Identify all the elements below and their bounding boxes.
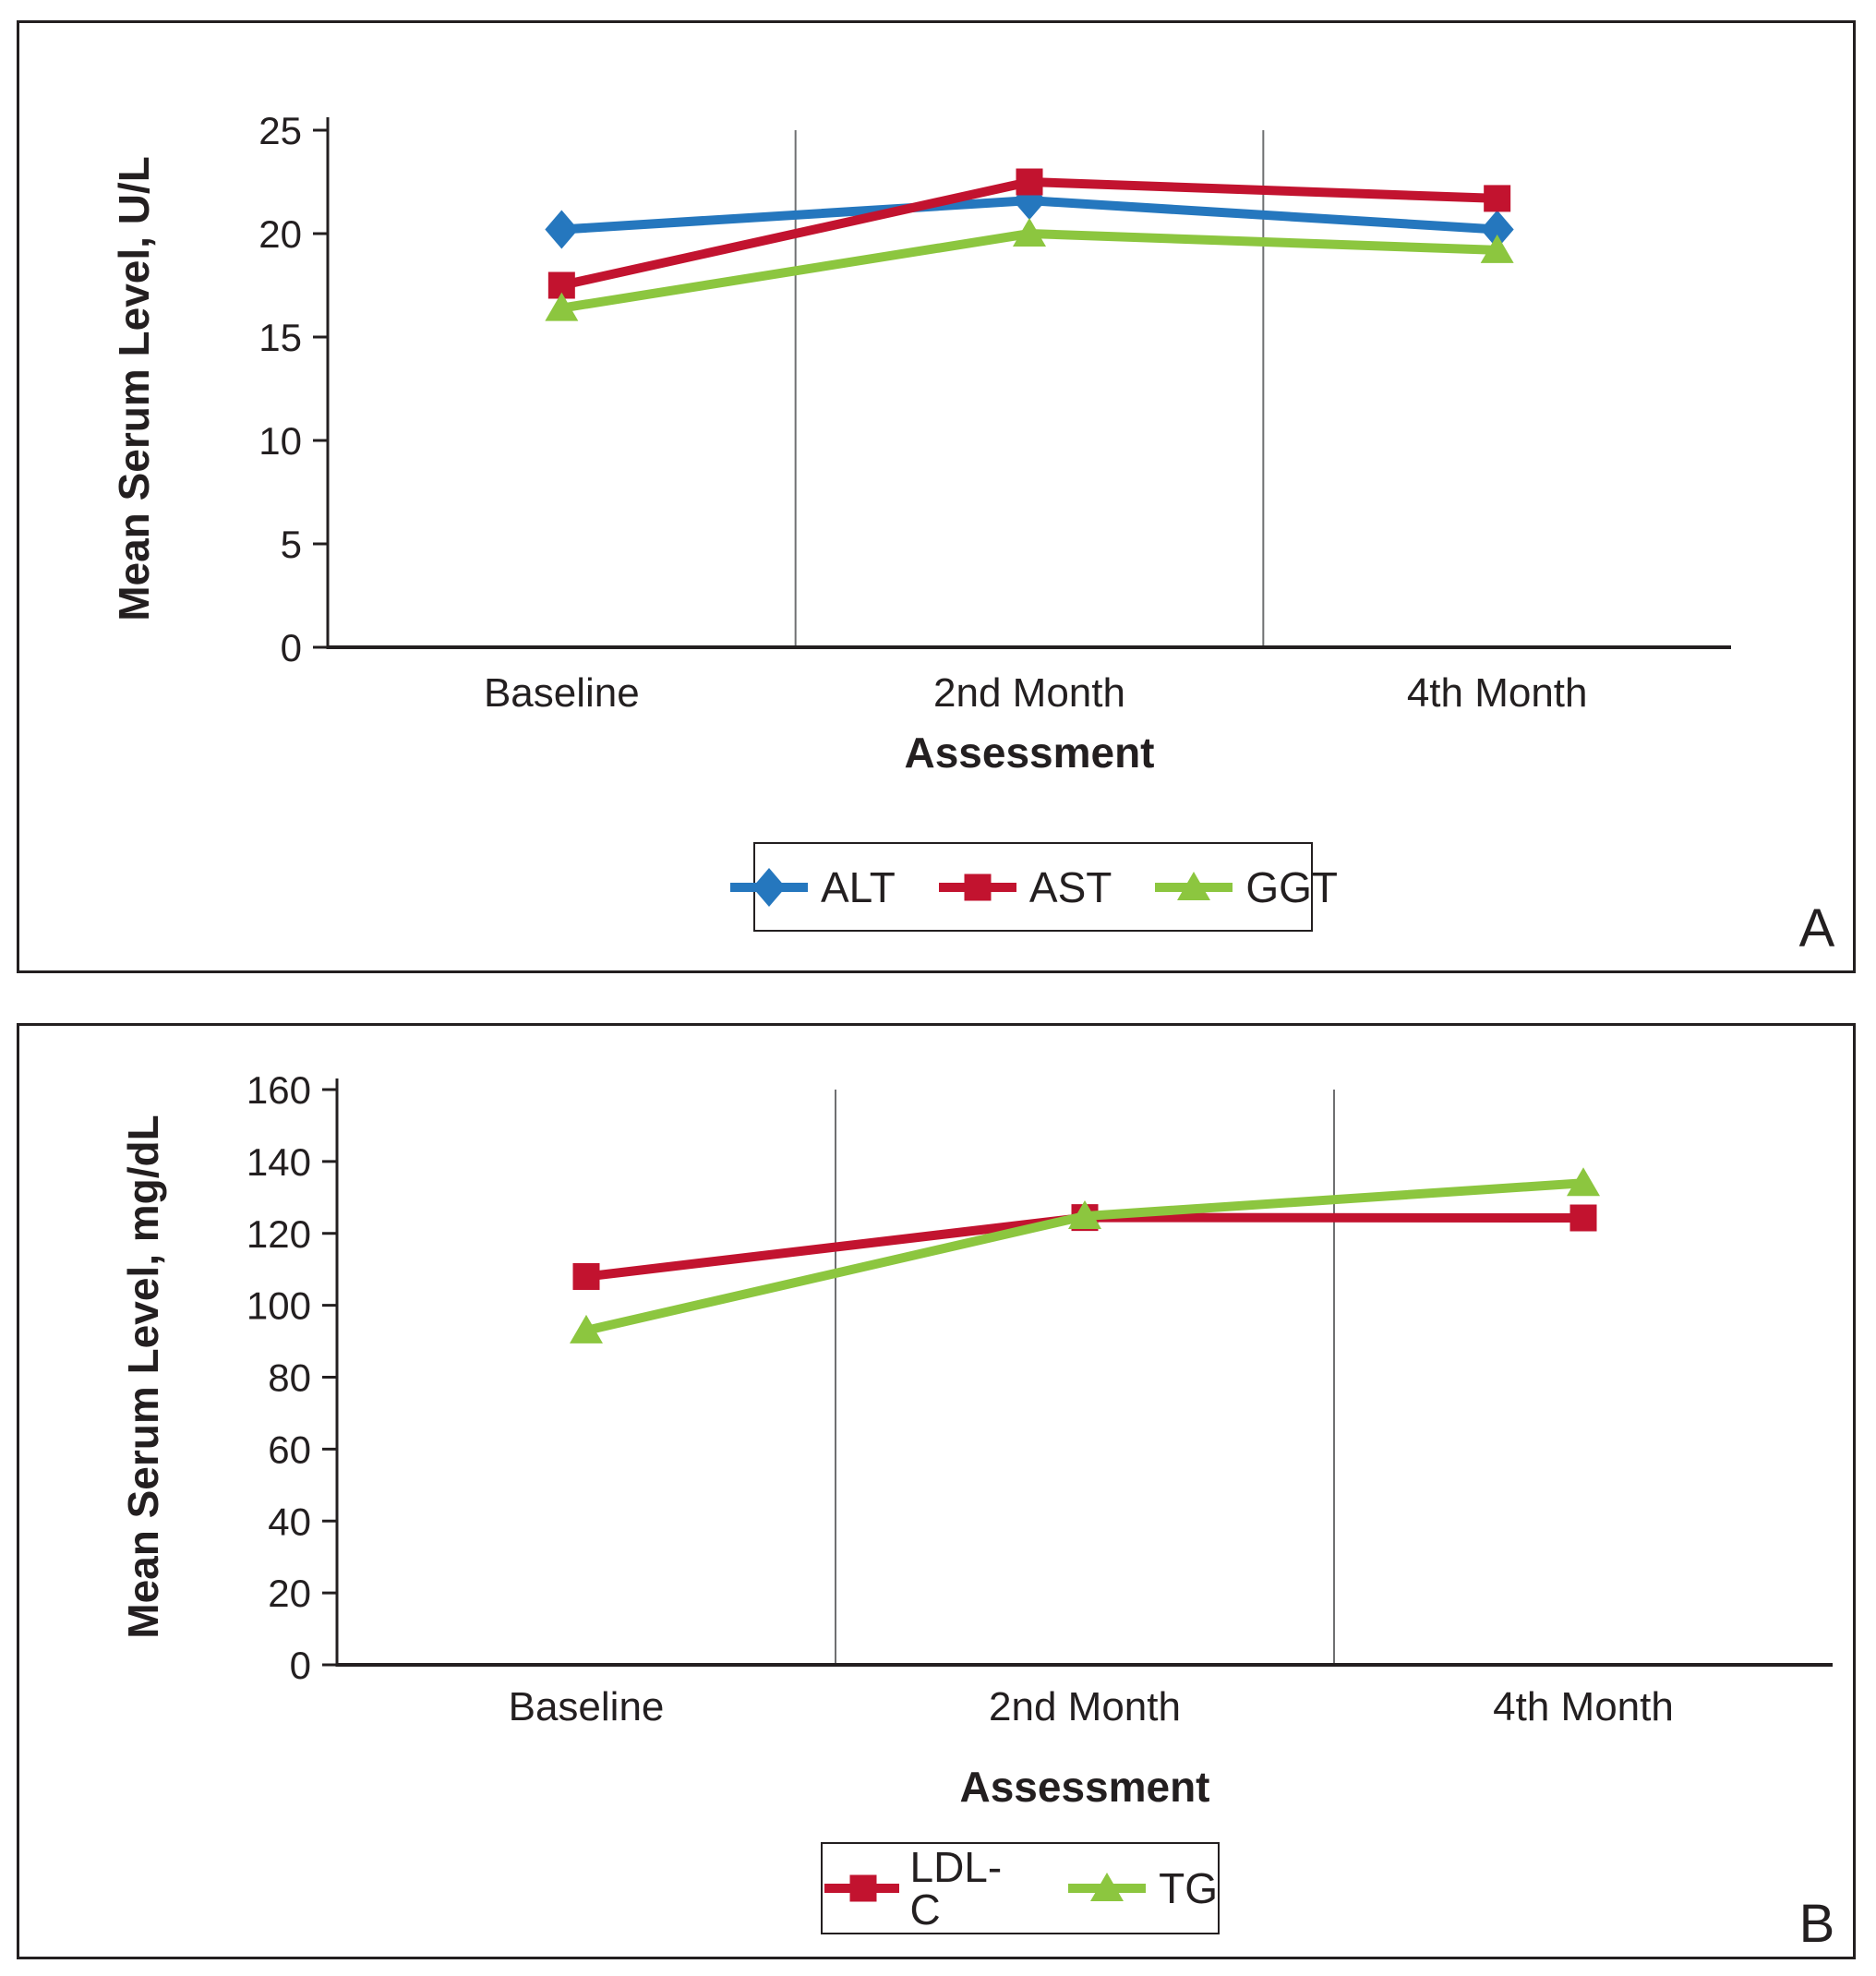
x-axis-title: Assessment	[904, 729, 1154, 777]
y-tick-label: 140	[247, 1140, 311, 1184]
panel-b: Mean Serum Level, mg/dL Assessment 0 20 40…	[17, 1023, 1856, 1959]
y-tick-label: 5	[281, 523, 302, 566]
legend-item-AST: AST	[937, 865, 1112, 910]
marker-TG-baseline	[570, 1314, 603, 1343]
legend-item-ALT: ALT	[728, 865, 896, 910]
x-tick-label-2nd-month: 2nd Month	[933, 670, 1125, 716]
chart-a-liver-enzymes: Mean Serum Level, U/L Assessment 0 5 10 15 2…	[110, 109, 1731, 777]
panel-label-a: A	[1798, 898, 1835, 958]
x-tick-label-baseline: Baseline	[509, 1684, 665, 1729]
marker-TG-2nd-month	[1068, 1200, 1101, 1230]
marker-AST-4th-month	[1484, 185, 1511, 212]
chart-b-lipids: Mean Serum Level, mg/dL Assessment 0 20 40…	[119, 1068, 1833, 1811]
marker-GGT-baseline	[545, 292, 579, 321]
y-tick-label: 15	[259, 316, 302, 359]
y-tick-label: 20	[259, 212, 302, 256]
panel-label-b: B	[1798, 1894, 1835, 1954]
legend-chart-a: ALT AST GGT	[729, 842, 1338, 932]
x-tick-label-2nd-month: 2nd Month	[989, 1684, 1181, 1729]
legend-label-LDL-C: LDL-C	[909, 1843, 1003, 1934]
legend-item-LDL-C: LDL-C	[823, 1846, 1025, 1931]
marker-AST-2nd-month	[1016, 168, 1043, 196]
y-tick-label: 120	[247, 1212, 311, 1256]
y-axis-title: Mean Serum Level, mg/dL	[119, 1115, 167, 1638]
legend-triangle-icon	[1177, 871, 1211, 900]
y-tick-label: 10	[259, 419, 302, 463]
legend-label-AST: AST	[1028, 862, 1112, 911]
legend-item-GGT: GGT	[1153, 865, 1338, 910]
legend-swatch-diamond-icon	[729, 867, 808, 907]
y-tick-label: 25	[259, 109, 302, 152]
y-tick-label: 160	[247, 1068, 311, 1112]
y-tick-label: 20	[268, 1572, 311, 1615]
panel-a: Mean Serum Level, U/L Assessment 0 5 10 15 2…	[17, 20, 1856, 973]
legend-item-TG: TG	[1066, 1866, 1218, 1910]
marker-GGT-4th-month	[1480, 234, 1514, 263]
y-tick-label: 0	[290, 1644, 311, 1687]
x-tick-label-baseline: Baseline	[484, 670, 640, 716]
x-axis-title: Assessment	[959, 1763, 1209, 1811]
legend-triangle-icon	[1090, 1873, 1124, 1901]
y-tick-label: 60	[268, 1428, 311, 1471]
y-tick-label: 40	[268, 1500, 311, 1543]
y-tick-label: 100	[247, 1284, 311, 1328]
legend-swatch-triangle-icon	[1155, 871, 1233, 900]
legend-label-GGT: GGT	[1245, 862, 1339, 911]
marker-ALT-4th-month	[1480, 210, 1514, 249]
legend-label-ALT: ALT	[820, 862, 896, 911]
legend-swatch-square-icon	[824, 1874, 899, 1902]
marker-LDL-C-baseline	[572, 1262, 600, 1290]
x-tick-label-4th-month: 4th Month	[1493, 1684, 1674, 1729]
legend-swatch-triangle-icon	[1068, 1873, 1147, 1901]
marker-TG-4th-month	[1567, 1167, 1600, 1197]
legend-square-icon	[964, 874, 992, 900]
y-tick-label: 80	[268, 1356, 311, 1400]
legend-chart-b: LDL-C TG	[821, 1842, 1220, 1934]
y-axis-title: Mean Serum Level, U/L	[110, 156, 158, 621]
marker-LDL-C-4th-month	[1569, 1204, 1597, 1232]
legend-label-TG: TG	[1159, 1864, 1218, 1912]
marker-GGT-2nd-month	[1013, 218, 1046, 247]
y-tick-label: 0	[281, 626, 302, 669]
marker-ALT-baseline	[545, 210, 579, 249]
legend-swatch-square-icon	[938, 874, 1016, 900]
legend-square-icon	[849, 1874, 877, 1902]
legend-diamond-icon	[752, 867, 786, 907]
x-tick-label-4th-month: 4th Month	[1407, 670, 1588, 716]
